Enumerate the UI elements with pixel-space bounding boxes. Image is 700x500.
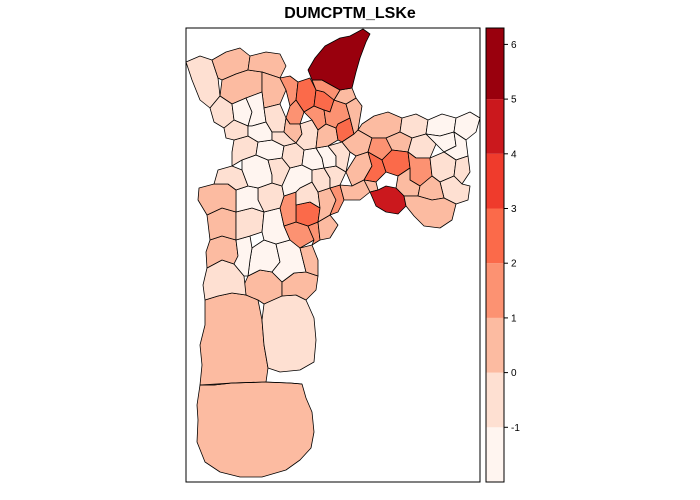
legend-tick-label: 5 <box>511 95 517 106</box>
district <box>213 165 249 191</box>
legend-tick-label: 3 <box>511 204 517 215</box>
district-boundary-line <box>199 381 303 386</box>
legend-class-swatch <box>486 372 504 428</box>
map-frame <box>185 27 481 483</box>
legend-tick-label: 0 <box>511 368 517 379</box>
legend-class-swatch <box>486 153 504 209</box>
district <box>233 235 253 277</box>
district <box>235 207 265 241</box>
legend-frame <box>485 27 505 483</box>
district <box>299 244 319 277</box>
map-title: DUMCPTM_LSKe <box>284 5 416 22</box>
legend-class-swatch <box>486 427 504 482</box>
district <box>199 292 269 386</box>
legend-class-swatch <box>486 28 504 100</box>
legend-class-swatch <box>486 208 504 264</box>
legend: -1 0 1 2 3 4 5 6 <box>485 27 520 483</box>
legend-tick-label: 1 <box>511 313 517 324</box>
legend-tick-label: 6 <box>511 40 517 51</box>
district <box>247 51 287 79</box>
legend-class-swatch <box>486 317 504 373</box>
district <box>403 195 457 229</box>
district-highest-value <box>307 28 371 91</box>
district <box>196 381 315 478</box>
district <box>261 294 317 373</box>
district-layer <box>185 28 481 478</box>
legend-tick-label: 2 <box>511 259 517 270</box>
district <box>453 155 471 185</box>
legend-tick-label: -1 <box>511 423 520 434</box>
legend-class-swatch <box>486 263 504 318</box>
legend-tick-label: 4 <box>511 149 517 160</box>
legend-class-swatch <box>486 99 504 154</box>
district <box>197 183 237 216</box>
